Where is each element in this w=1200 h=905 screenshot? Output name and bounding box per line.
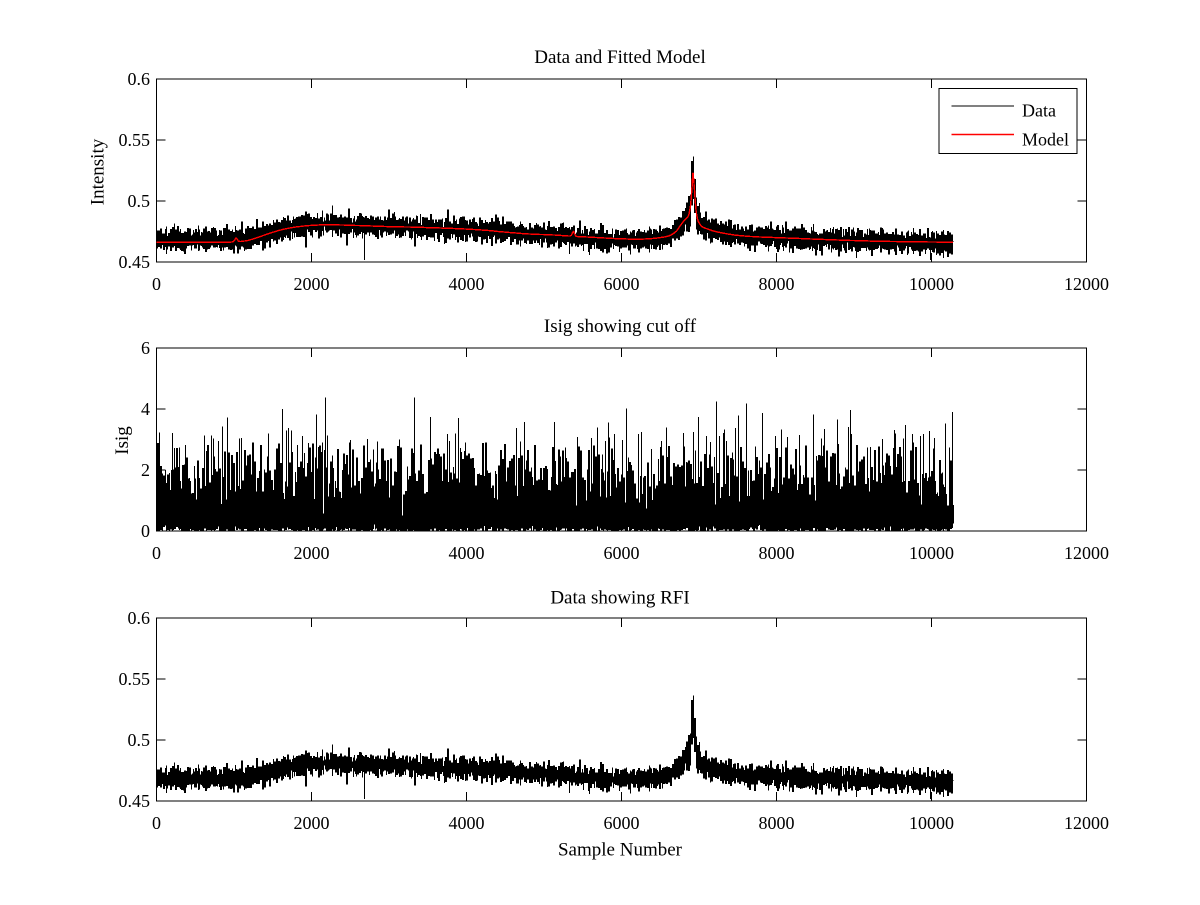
- svg-text:6000: 6000: [604, 274, 640, 294]
- svg-text:4: 4: [141, 399, 150, 419]
- svg-text:0: 0: [152, 274, 161, 294]
- svg-text:0.5: 0.5: [128, 191, 151, 211]
- svg-text:8000: 8000: [759, 543, 795, 563]
- svg-text:2000: 2000: [294, 543, 330, 563]
- svg-text:12000: 12000: [1064, 813, 1109, 833]
- svg-text:Sample Number: Sample Number: [558, 840, 683, 861]
- svg-text:0.45: 0.45: [119, 252, 151, 272]
- svg-text:8000: 8000: [759, 274, 795, 294]
- svg-text:12000: 12000: [1064, 274, 1109, 294]
- svg-text:10000: 10000: [909, 274, 954, 294]
- svg-text:Data and Fitted Model: Data and Fitted Model: [534, 47, 706, 68]
- svg-text:4000: 4000: [449, 543, 485, 563]
- svg-text:Isig showing cut off: Isig showing cut off: [544, 316, 697, 337]
- svg-text:6000: 6000: [604, 813, 640, 833]
- svg-text:Intensity: Intensity: [88, 138, 109, 205]
- svg-text:Data showing RFI: Data showing RFI: [550, 588, 689, 609]
- svg-text:4000: 4000: [449, 274, 485, 294]
- svg-text:0.55: 0.55: [119, 130, 151, 150]
- svg-text:8000: 8000: [759, 813, 795, 833]
- svg-text:10000: 10000: [909, 813, 954, 833]
- svg-text:Isig: Isig: [112, 426, 133, 455]
- svg-text:0: 0: [152, 543, 161, 563]
- svg-text:12000: 12000: [1064, 543, 1109, 563]
- svg-text:2: 2: [141, 460, 150, 480]
- svg-text:0: 0: [152, 813, 161, 833]
- svg-text:0.6: 0.6: [128, 608, 151, 628]
- svg-text:4000: 4000: [449, 813, 485, 833]
- svg-text:2000: 2000: [294, 813, 330, 833]
- svg-text:0.6: 0.6: [128, 69, 151, 89]
- svg-text:10000: 10000: [909, 543, 954, 563]
- svg-text:2000: 2000: [294, 274, 330, 294]
- svg-text:0: 0: [141, 521, 150, 541]
- svg-text:0.45: 0.45: [119, 791, 151, 811]
- svg-text:Data: Data: [1022, 101, 1056, 121]
- svg-text:6: 6: [141, 338, 150, 358]
- svg-text:Model: Model: [1022, 130, 1069, 150]
- svg-text:0.55: 0.55: [119, 669, 151, 689]
- svg-text:0.5: 0.5: [128, 730, 151, 750]
- svg-text:6000: 6000: [604, 543, 640, 563]
